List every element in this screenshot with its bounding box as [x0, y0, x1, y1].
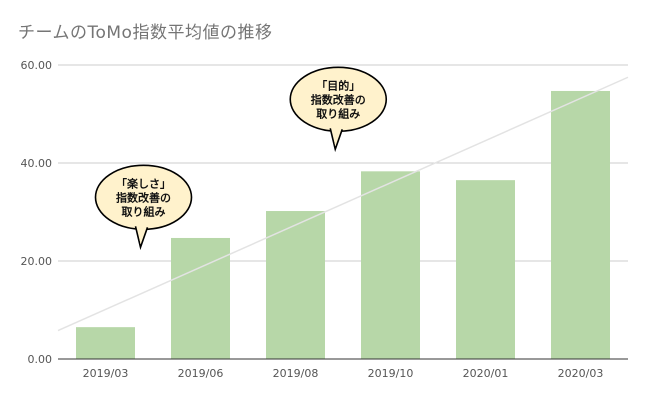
callout-tail-fill	[331, 127, 341, 147]
callout-text-line: 指数改善の	[116, 190, 171, 204]
bar-2020-03	[551, 90, 610, 359]
callout-tail-fill	[137, 225, 146, 245]
bar-2020-01	[456, 180, 515, 359]
callout-text-line: 取り組み	[122, 204, 166, 218]
y-tick-label: 40.00	[21, 157, 53, 170]
bar-2019-03	[76, 327, 135, 359]
x-tick-label: 2020/03	[558, 367, 604, 380]
bar-2019-10	[361, 171, 420, 359]
chart-title: チームのToMo指数平均値の推移	[18, 23, 273, 43]
bar-2019-08	[266, 211, 325, 359]
bar-2019-06	[171, 237, 230, 359]
x-tick-label: 2019/03	[83, 367, 129, 380]
y-tick-label: 0.00	[28, 353, 53, 366]
callout-text-line: 取り組み	[316, 106, 360, 120]
callout-text-line: 「目的」	[316, 78, 360, 92]
callout-text-line: 指数改善の	[311, 92, 366, 106]
x-tick-label: 2019/06	[178, 367, 224, 380]
y-tick-label: 60.00	[21, 59, 53, 72]
callout-text-line: 「楽しさ」	[116, 176, 171, 190]
x-tick-label: 2020/01	[463, 367, 509, 380]
x-tick-label: 2019/08	[273, 367, 319, 380]
x-tick-label: 2019/10	[368, 367, 414, 380]
y-tick-label: 20.00	[21, 255, 53, 268]
trendline	[57, 76, 629, 332]
